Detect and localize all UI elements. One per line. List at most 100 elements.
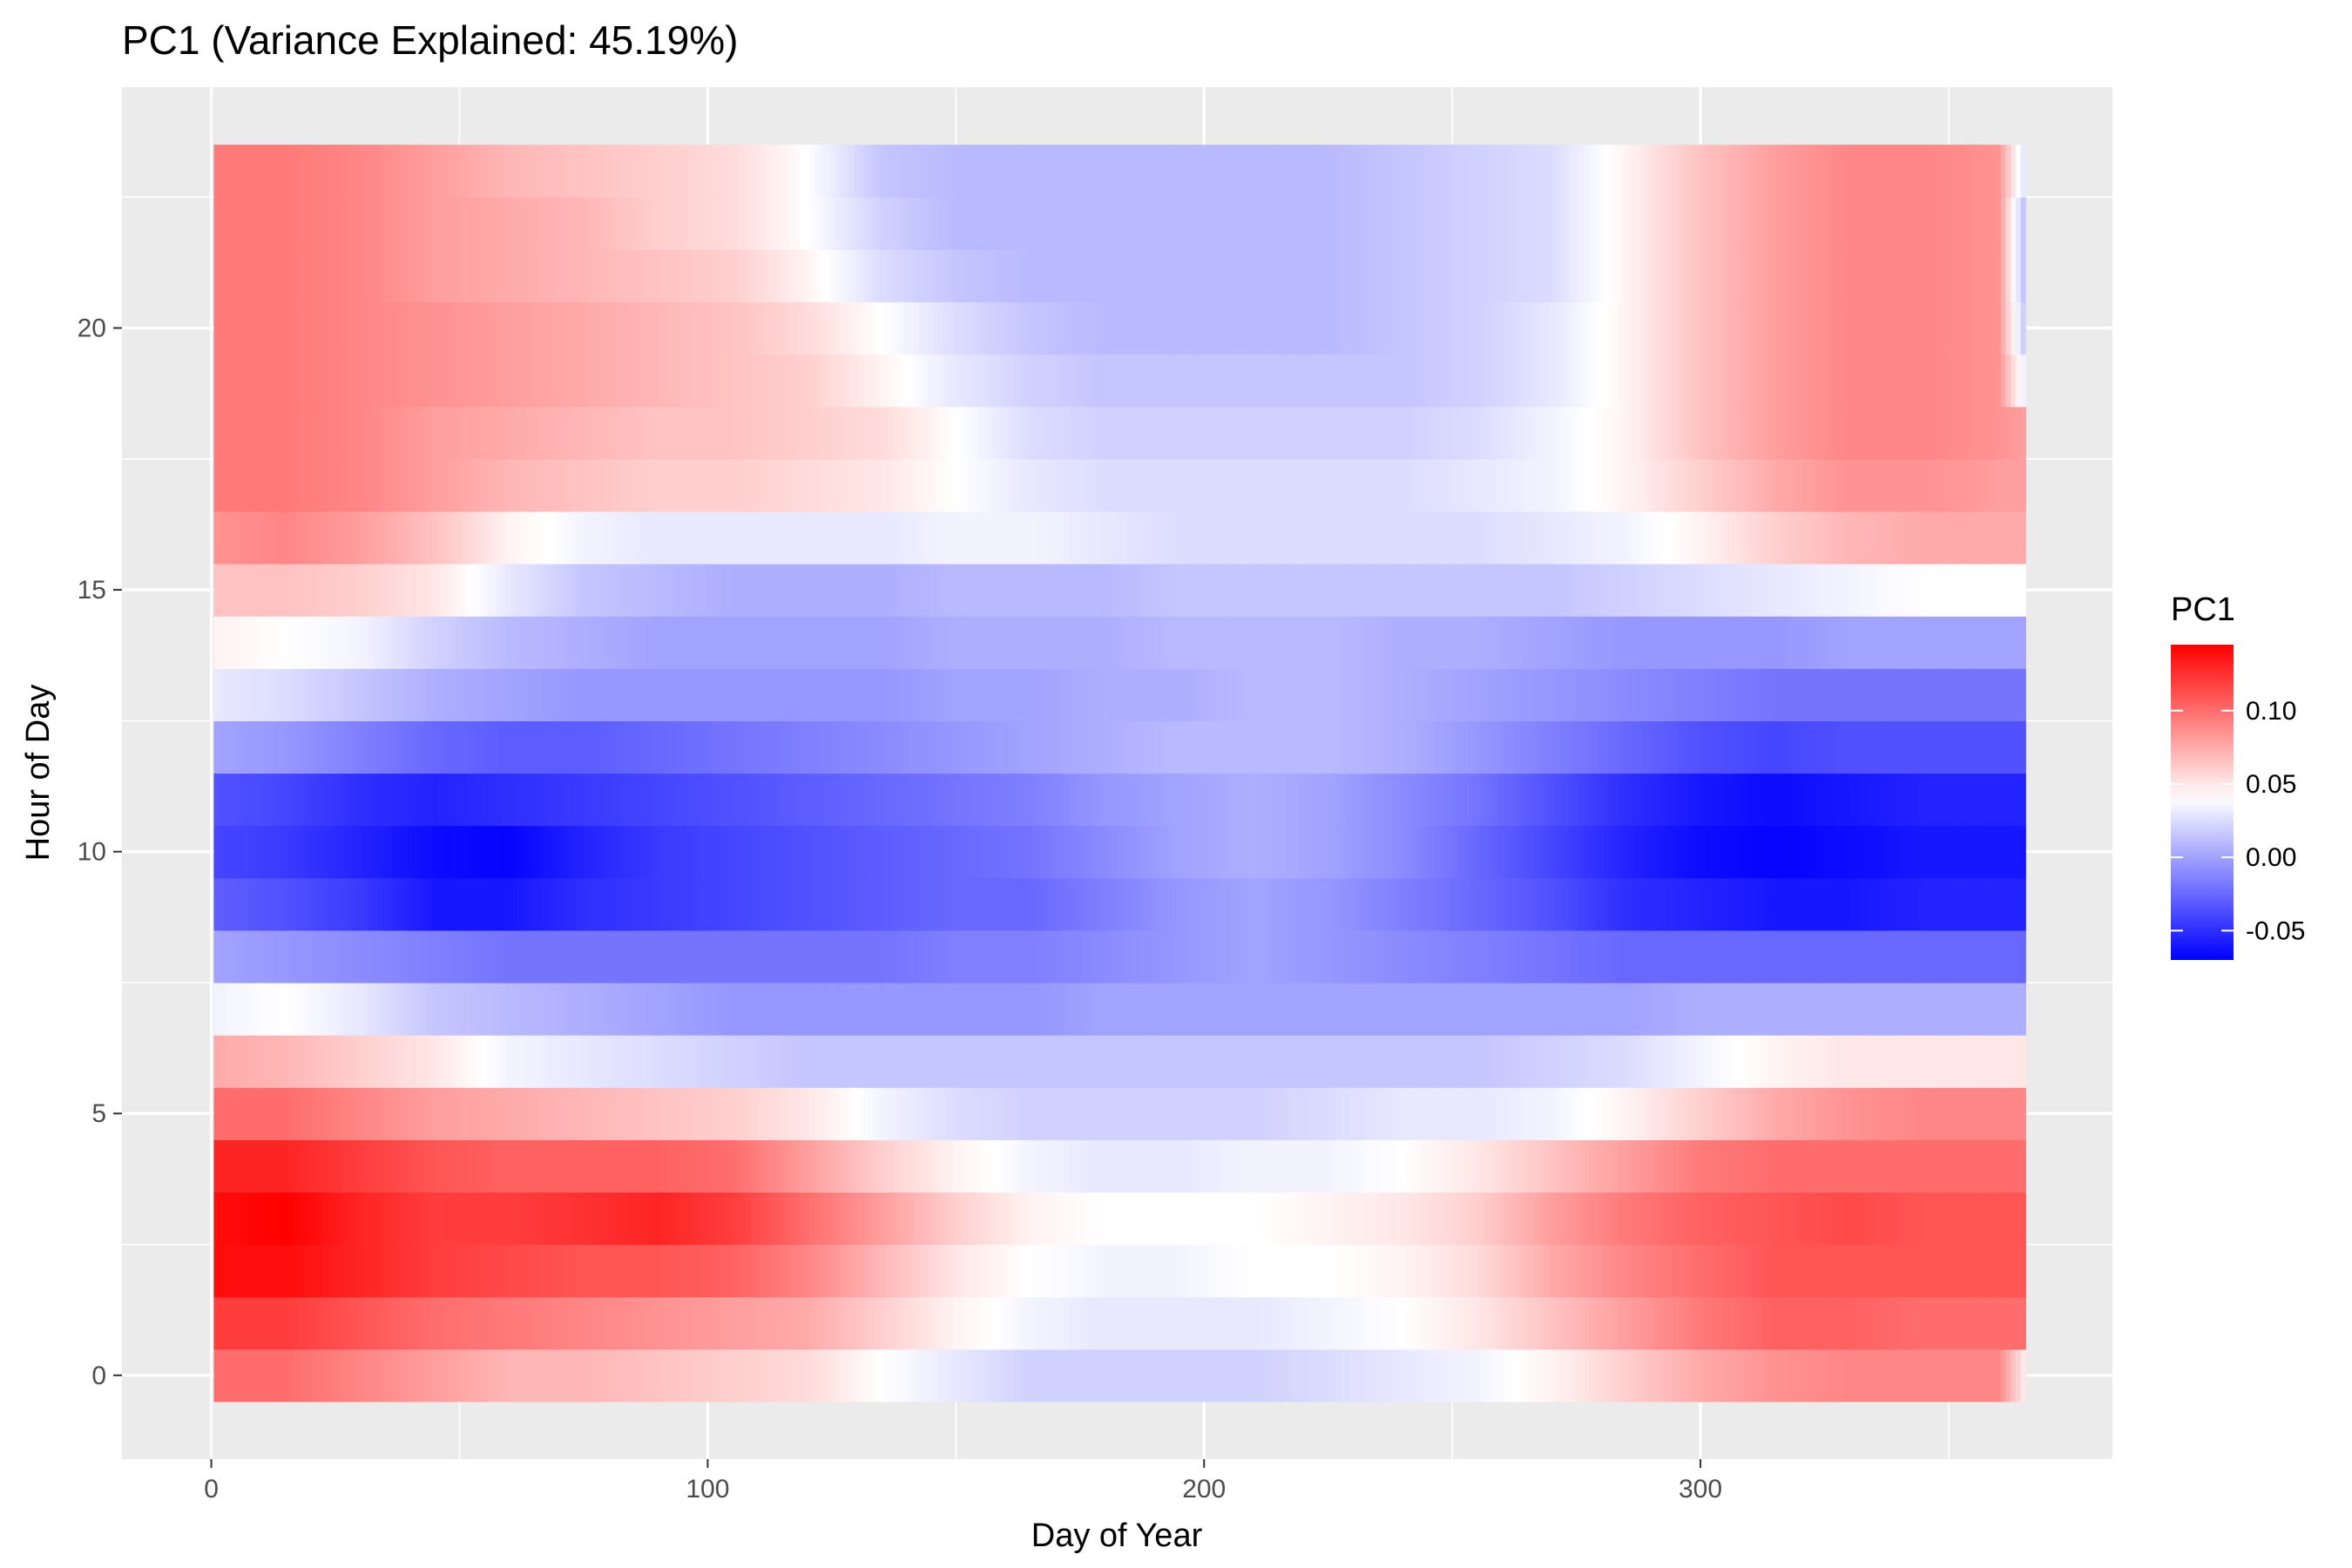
heatmap-tile — [556, 1192, 562, 1246]
heatmap-tile — [1727, 1296, 1734, 1350]
heatmap-tile — [223, 825, 230, 879]
heatmap-tile — [1315, 1035, 1321, 1088]
heatmap-tile — [1375, 1244, 1382, 1298]
heatmap-tile — [620, 1348, 626, 1402]
heatmap-tile — [219, 1192, 225, 1246]
heatmap-tile — [585, 773, 592, 827]
heatmap-tile — [278, 1035, 284, 1088]
heatmap-tile — [1251, 929, 1257, 983]
heatmap-tile — [1062, 825, 1069, 879]
heatmap-tile — [313, 668, 319, 721]
heatmap-tile — [645, 773, 652, 827]
heatmap-tile — [903, 1244, 909, 1298]
heatmap-tile — [293, 1296, 299, 1350]
heatmap-tile — [730, 1139, 736, 1193]
heatmap-tile — [268, 1244, 274, 1298]
heatmap-tile — [1310, 1139, 1317, 1193]
heatmap-tile — [968, 825, 974, 879]
heatmap-tile — [456, 929, 463, 983]
heatmap-tile — [1355, 877, 1362, 931]
heatmap-tile — [1687, 1296, 1694, 1350]
heatmap-tile — [814, 1087, 821, 1140]
heatmap-tile — [1360, 1139, 1367, 1193]
heatmap-tile — [561, 1192, 567, 1246]
heatmap-tile — [1752, 877, 1759, 931]
heatmap-tile — [1970, 1139, 1977, 1193]
heatmap-tile — [958, 1139, 964, 1193]
heatmap-tile — [1464, 877, 1470, 931]
heatmap-tile — [883, 1348, 889, 1402]
heatmap-tile — [660, 1296, 666, 1350]
heatmap-tile — [749, 720, 756, 774]
heatmap-tile — [1996, 1139, 2002, 1193]
heatmap-tile — [918, 982, 924, 1036]
heatmap-tile — [670, 1348, 676, 1402]
heatmap-tile — [1037, 877, 1044, 931]
heatmap-tile — [565, 773, 572, 827]
heatmap-tile — [1722, 1348, 1728, 1402]
heatmap-tile — [476, 1035, 483, 1088]
heatmap-tile — [734, 1348, 741, 1402]
heatmap-tile — [1275, 1087, 1282, 1140]
heatmap-tile — [576, 1035, 582, 1088]
heatmap-tile — [714, 1139, 721, 1193]
heatmap-tile — [1290, 877, 1297, 931]
heatmap-tile — [1126, 668, 1133, 721]
heatmap-tile — [1281, 1192, 1287, 1246]
heatmap-tile — [685, 1139, 692, 1193]
heatmap-tile — [318, 1348, 324, 1402]
heatmap-tile — [1132, 1192, 1138, 1246]
heatmap-tile — [1538, 982, 1545, 1036]
heatmap-tile — [1176, 1244, 1183, 1298]
heatmap-tile — [600, 1244, 607, 1298]
heatmap-tile — [839, 720, 845, 774]
heatmap-tile — [1652, 1296, 1659, 1350]
heatmap-tile — [1350, 1035, 1356, 1088]
heatmap-tile — [1558, 1348, 1565, 1402]
heatmap-tile — [1092, 929, 1098, 983]
heatmap-tile — [1365, 1244, 1371, 1298]
heatmap-tile — [1787, 720, 1794, 774]
heatmap-tile — [749, 1087, 756, 1140]
heatmap-tile — [958, 668, 964, 721]
heatmap-tile — [402, 1087, 409, 1140]
heatmap-tile — [268, 929, 274, 983]
heatmap-tile — [829, 929, 835, 983]
heatmap-tile — [938, 1192, 944, 1246]
heatmap-tile — [680, 773, 686, 827]
heatmap-tile — [720, 1348, 726, 1402]
heatmap-tile — [1087, 1139, 1093, 1193]
heatmap-tile — [1037, 1192, 1044, 1246]
heatmap-tile — [1926, 1139, 1932, 1193]
heatmap-tile — [1752, 1087, 1759, 1140]
heatmap-tile — [1424, 877, 1431, 931]
heatmap-tile — [1380, 825, 1386, 879]
heatmap-tile — [278, 1139, 284, 1193]
heatmap-tile — [909, 1192, 915, 1246]
heatmap-tile — [526, 825, 532, 879]
heatmap-tile — [1832, 1087, 1838, 1140]
heatmap-tile — [1385, 1139, 1391, 1193]
heatmap-tile — [874, 1192, 880, 1246]
heatmap-tile — [556, 877, 562, 931]
heatmap-tile — [611, 1087, 617, 1140]
heatmap-tile — [1727, 1139, 1734, 1193]
heatmap-tile — [1072, 929, 1078, 983]
heatmap-tile — [1906, 1192, 1912, 1246]
heatmap-tile — [1400, 825, 1406, 879]
heatmap-tile — [615, 877, 622, 931]
heatmap-tile — [1757, 929, 1763, 983]
heatmap-tile — [1256, 929, 1262, 983]
heatmap-tile — [322, 1296, 329, 1350]
heatmap-tile — [1578, 1296, 1585, 1350]
heatmap-tile — [824, 1192, 830, 1246]
heatmap-tile — [497, 773, 503, 827]
heatmap-tile — [517, 1348, 523, 1402]
heatmap-tile — [740, 720, 746, 774]
heatmap-tile — [1851, 1192, 1858, 1246]
heatmap-tile — [1360, 1296, 1367, 1350]
heatmap-tile — [442, 668, 448, 721]
heatmap-tile — [1281, 1139, 1287, 1193]
heatmap-tile — [1901, 720, 1908, 774]
heatmap-tile — [1321, 877, 1327, 931]
